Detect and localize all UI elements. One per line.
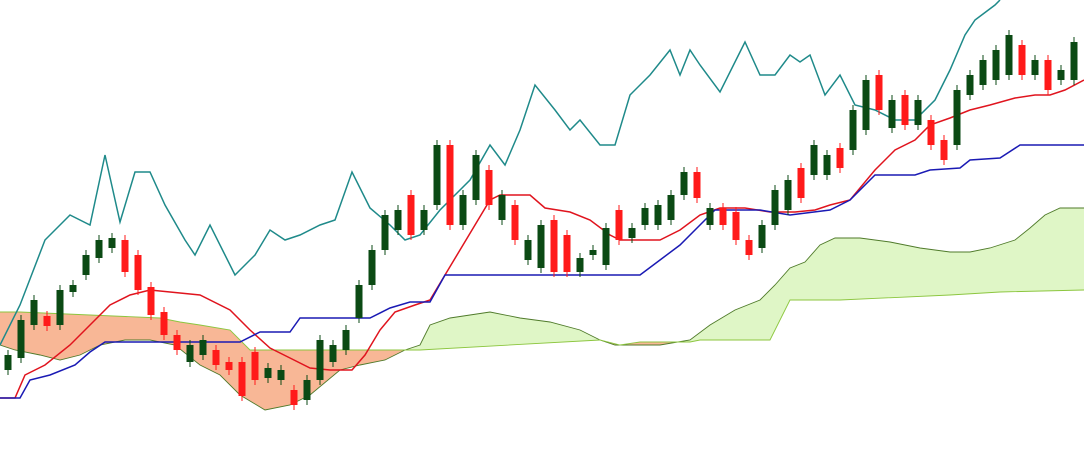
span-b [0, 289, 1084, 351]
candle-body [30, 300, 38, 325]
candle-body [212, 350, 220, 365]
candle-body [836, 148, 844, 168]
candle-body [82, 255, 90, 275]
candle-body [199, 340, 207, 355]
candle-body [17, 320, 25, 358]
candle-body [498, 195, 506, 220]
candle-body [355, 285, 363, 318]
candle-body [1057, 70, 1065, 80]
candle-body [225, 362, 233, 370]
candle-body [901, 95, 909, 125]
candle-body [4, 355, 12, 370]
candle-body [134, 255, 142, 290]
candle-body [394, 210, 402, 230]
candle-body [1018, 45, 1026, 75]
indicator-line [0, 144, 1084, 399]
candle-body [771, 190, 779, 225]
indicator-line [0, 79, 1084, 399]
candle-body [1031, 60, 1039, 75]
candle-body [563, 235, 571, 272]
cloud-bearish [0, 290, 1084, 410]
span-a [0, 207, 1084, 411]
candle-body [862, 80, 870, 130]
candle-body [966, 75, 974, 95]
candle-body [888, 100, 896, 128]
candle-body [108, 238, 116, 248]
candle-body [914, 100, 922, 125]
candle-body [1044, 60, 1052, 90]
candle-body [537, 225, 545, 268]
candle-body [927, 120, 935, 145]
candle-body [667, 195, 675, 220]
candle-body [407, 195, 415, 235]
cloud-bullish [0, 208, 1084, 350]
candle-body [979, 60, 987, 85]
candle-body [602, 228, 610, 265]
candle-body [745, 240, 753, 255]
candle-body [628, 228, 636, 238]
candle-body [251, 352, 259, 380]
candle-body [615, 210, 623, 240]
candle-body [472, 155, 480, 200]
candle-body [576, 258, 584, 272]
candle-body [810, 145, 818, 175]
candle-body [875, 75, 883, 110]
candle-body [485, 170, 493, 205]
candle-body [147, 287, 155, 315]
candle-body [511, 205, 519, 240]
candle-body [732, 212, 740, 240]
candle-body [1070, 42, 1078, 80]
indicator-line [0, 0, 1001, 346]
candle-body [823, 155, 831, 175]
candle-body [459, 195, 467, 225]
candle-body [329, 345, 337, 362]
candle-body [277, 370, 285, 380]
candle-body [316, 340, 324, 380]
candle-body [953, 90, 961, 145]
candle-body [849, 110, 857, 150]
candle-body [719, 208, 727, 225]
candle-body [95, 240, 103, 258]
candle-body [264, 368, 272, 378]
candle-body [641, 208, 649, 225]
candle-body [992, 50, 1000, 80]
candle-body [290, 390, 298, 405]
candle-body [1005, 35, 1013, 75]
candle-body [693, 172, 701, 198]
candle-body [758, 225, 766, 248]
candle-body [173, 335, 181, 350]
candle-body [238, 362, 246, 396]
candle-body [368, 250, 376, 285]
candle-body [381, 215, 389, 250]
candle-body [797, 168, 805, 198]
candle-body [420, 210, 428, 230]
candle-body [940, 140, 948, 160]
candle-body [784, 180, 792, 210]
candle-body [433, 145, 441, 205]
candle-body [56, 290, 64, 325]
candle-body [160, 312, 168, 335]
candle-body [589, 250, 597, 255]
candle-body [69, 285, 77, 292]
candle-body [524, 240, 532, 260]
candle-body [446, 145, 454, 225]
candle-body [121, 240, 129, 272]
candle-body [654, 205, 662, 225]
candle-body [303, 380, 311, 400]
candle-body [186, 345, 194, 362]
candle-body [342, 330, 350, 350]
candle-body [550, 220, 558, 272]
candle-body [43, 316, 51, 326]
candle-body [706, 208, 714, 225]
candle-body [680, 172, 688, 195]
